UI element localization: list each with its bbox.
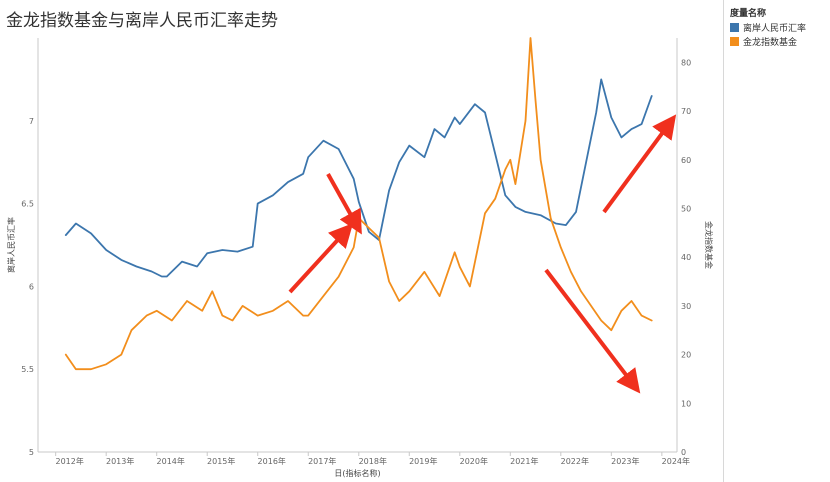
y-right-tick-label: 70 [681, 107, 691, 116]
x-axis-title: 日(指标名称) [334, 468, 380, 478]
legend-item-fund[interactable]: 金龙指数基金 [730, 34, 797, 48]
legend-item-cnh[interactable]: 离岸人民币汇率 [730, 20, 806, 34]
y-right-tick-label: 10 [681, 399, 691, 408]
x-tick-label: 2023年 [611, 456, 639, 466]
series-line-fund [64, 37, 653, 371]
legend-label-fund: 金龙指数基金 [743, 37, 798, 48]
legend-title: 度量名称 [730, 9, 767, 19]
arrow-down-2022 [544, 268, 641, 394]
x-tick-label: 2015年 [207, 456, 235, 466]
x-tick-label: 2017年 [308, 456, 336, 466]
x-tick-label: 2021年 [510, 456, 538, 466]
x-tick-label: 2016年 [258, 456, 286, 466]
x-tick-label: 2024年 [662, 456, 690, 466]
x-tick-label: 2020年 [460, 456, 488, 466]
y-left-tick-label: 5.5 [21, 365, 34, 374]
x-tick-label: 2022年 [561, 456, 589, 466]
y-right-tick-label: 50 [681, 204, 691, 213]
y-right-axis-title: 金龙指数基金 [704, 221, 714, 269]
x-tick-label: 2012年 [56, 456, 84, 466]
arrow-up-2017 [288, 223, 354, 294]
y-right-tick-label: 0 [681, 448, 686, 457]
y-left-tick-label: 6 [29, 282, 34, 291]
y-left-tick-label: 7 [29, 117, 34, 126]
x-tick-label: 2013年 [106, 456, 134, 466]
legend[interactable]: 度量名称 离岸人民币汇率 金龙指数基金 [723, 0, 830, 482]
y-right-tick-label: 20 [681, 351, 691, 360]
x-tick-label: 2019年 [409, 456, 437, 466]
y-right-tick-label: 60 [681, 156, 691, 165]
y-right-tick-label: 40 [681, 253, 691, 262]
legend-swatch-cnh [730, 22, 739, 32]
legend-swatch-fund [730, 36, 739, 46]
chart-title: 金龙指数基金与离岸人民币汇率走势 [6, 11, 278, 31]
legend-label-cnh: 离岸人民币汇率 [743, 23, 807, 34]
x-tick-label: 2018年 [359, 456, 387, 466]
y-right-tick-label: 80 [681, 58, 691, 67]
arrow-up-2023 [602, 114, 677, 214]
y-left-tick-label: 5 [29, 448, 34, 457]
y-left-axis-title: 离岸人民币汇率 [6, 217, 16, 273]
arrow-down-2018 [326, 173, 362, 235]
y-right-tick-label: 30 [681, 302, 691, 311]
y-left-tick-label: 6.5 [21, 200, 34, 209]
x-tick-label: 2014年 [157, 456, 185, 466]
series-line-cnh [64, 78, 653, 278]
